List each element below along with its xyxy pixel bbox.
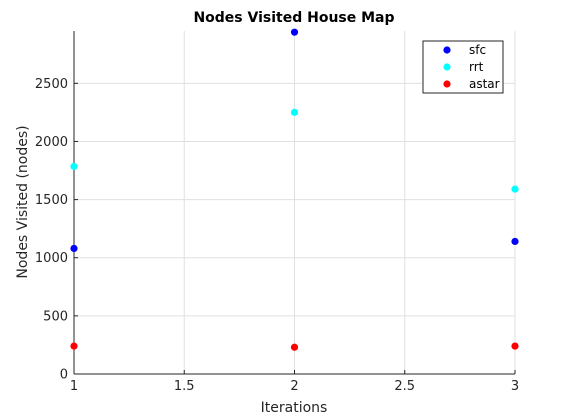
x-tick-label: 3	[511, 379, 519, 394]
data-point-astar	[511, 342, 519, 350]
legend-box	[422, 40, 504, 94]
data-point-rrt	[290, 108, 299, 116]
tick-labels: 1 1.5 2 2.5 3 0 500 1000 1500 2000 2500	[35, 77, 519, 394]
x-tick-label: 2	[290, 379, 298, 394]
data-point-astar	[70, 342, 78, 350]
y-tick-label: 0	[60, 368, 68, 383]
legend-marker-astar	[443, 80, 451, 88]
data-point-astar	[290, 343, 299, 351]
data-point-rrt	[511, 185, 519, 193]
chart-title: Nodes Visited House Map	[193, 10, 394, 26]
data-point-rrt	[70, 162, 78, 171]
axes	[73, 31, 516, 375]
x-tick-label: 1.5	[174, 379, 195, 394]
data-point-sfc	[511, 237, 519, 246]
y-tick-label: 2000	[35, 135, 68, 150]
legend-marker-rrt	[443, 63, 451, 71]
y-axis-label: Nodes Visited (nodes)	[15, 125, 31, 278]
legend-label-rrt: rrt	[469, 60, 484, 74]
x-tick-label: 2.5	[394, 379, 415, 394]
legend-marker-sfc	[443, 46, 451, 54]
y-tick-label: 1000	[35, 251, 68, 266]
legend-label-astar: astar	[469, 77, 500, 91]
x-tick-label: 1	[70, 379, 78, 394]
y-tick-label: 1500	[35, 193, 68, 208]
data-point-sfc	[70, 244, 78, 253]
x-axis-label: Iterations	[261, 400, 328, 416]
legend-label-sfc: sfc	[469, 43, 486, 57]
data-point-sfc	[290, 28, 299, 36]
y-tick-label: 500	[43, 309, 68, 324]
data-points	[70, 28, 519, 351]
y-tick-label: 2500	[35, 77, 68, 92]
legend: sfc rrt astar	[422, 40, 504, 94]
